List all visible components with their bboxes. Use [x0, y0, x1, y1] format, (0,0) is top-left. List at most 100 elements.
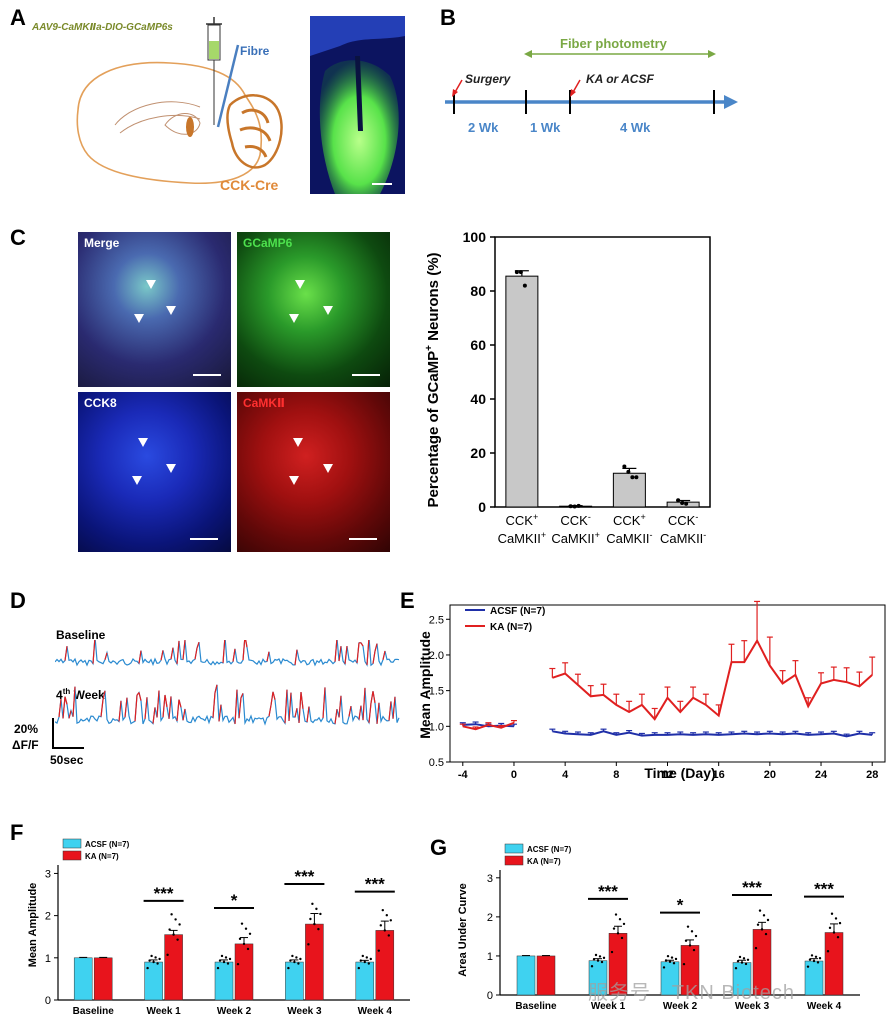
data-point — [222, 960, 226, 964]
chart-area-under-curve: 0 1 2 3 Baseline Week 1 *** Week 2 * Week 3 *** Wee… — [457, 843, 860, 1012]
data-point — [146, 966, 149, 970]
data-point — [369, 957, 372, 961]
scale-bar — [349, 538, 377, 540]
x-tick-label: Baseline — [73, 1006, 115, 1017]
data-point — [590, 965, 594, 968]
bar — [536, 955, 556, 996]
data-point — [287, 966, 290, 970]
data-point — [576, 503, 581, 508]
data-point — [518, 270, 523, 275]
data-point — [602, 956, 606, 960]
merge-label: Merge — [84, 236, 120, 250]
cell-arrow — [295, 280, 305, 289]
data-point — [666, 954, 670, 958]
data-point — [688, 944, 692, 947]
data-point — [818, 957, 822, 960]
legend-label: KA (N=7) — [85, 852, 119, 861]
data-point — [826, 950, 830, 953]
data-point — [152, 960, 155, 964]
y-tick-label: 60 — [470, 337, 486, 353]
x-tick-label: 28 — [866, 769, 878, 781]
data-point — [680, 500, 685, 505]
data-point — [810, 954, 814, 957]
data-point — [684, 939, 688, 942]
data-point — [248, 932, 252, 935]
significance-marker: *** — [814, 880, 834, 899]
x-tick-label: CCK- — [668, 512, 698, 528]
surgery-label: Surgery — [465, 72, 511, 86]
significance-marker: *** — [365, 875, 385, 894]
scale-y-label: 20% — [14, 722, 39, 736]
data-point — [289, 959, 292, 962]
data-point — [612, 927, 616, 930]
x-tick-label: 0 — [511, 769, 517, 781]
x-tick-label: Week 4 — [358, 1006, 393, 1017]
data-point — [170, 913, 173, 916]
chart-c-ylabel: Percentage of GCaMP+ Neurons (%) — [424, 252, 442, 507]
data-point — [238, 937, 242, 941]
data-point — [736, 959, 740, 963]
x-tick-label: CCK+ — [506, 512, 539, 528]
cell-arrow — [289, 314, 299, 323]
data-point — [220, 954, 224, 958]
series-line — [552, 730, 873, 738]
y-tick-label: 0 — [487, 990, 493, 1002]
significance-marker: *** — [294, 867, 314, 886]
x-tick-label: Week 3 — [735, 1001, 770, 1012]
significance-marker: * — [231, 891, 238, 910]
legend-swatch — [504, 843, 524, 854]
cell-arrow — [289, 476, 299, 485]
x-tick-label: CCK- — [560, 512, 590, 528]
photometry-traces — [55, 640, 400, 726]
panel-label-b: B — [440, 5, 456, 30]
data-point — [740, 961, 744, 964]
gcamp-micrograph: GCaMP6 — [237, 232, 390, 387]
data-point — [760, 928, 764, 931]
data-point — [682, 962, 686, 966]
data-point — [236, 962, 240, 966]
chart-g-ylabel: Area Under Curve — [457, 883, 469, 977]
data-point — [514, 270, 519, 275]
chart-c-frame — [494, 236, 711, 508]
data-point — [694, 934, 698, 938]
y-tick-label: 0 — [45, 995, 51, 1007]
data-point — [626, 469, 631, 474]
bar — [234, 943, 254, 1001]
data-point — [381, 908, 384, 912]
data-point — [166, 953, 169, 957]
trace-line — [55, 640, 400, 667]
legend-swatch — [62, 838, 82, 849]
data-point — [361, 954, 364, 958]
chart-mean-amplitude-time: 0.5 1.0 1.5 2.0 2.5 -4 0 4 8 12 16 20 24 28 ACSF (N=7)… — [417, 600, 886, 781]
panel-label-a: A — [10, 5, 26, 30]
x-tick-label: Week 3 — [287, 1006, 322, 1017]
legend-label: ACSF (N=7) — [85, 840, 130, 849]
x-tick-label: 16 — [713, 769, 725, 781]
data-point — [363, 960, 366, 964]
chart-f-ylabel: Mean Amplitude — [27, 883, 39, 968]
data-point — [618, 918, 622, 921]
y-tick-label: 1.0 — [429, 721, 444, 733]
bar — [516, 955, 536, 996]
data-point — [754, 946, 758, 950]
cell-arrow — [132, 476, 142, 485]
data-point — [758, 909, 762, 912]
cell-arrow — [146, 280, 156, 289]
data-point — [614, 913, 618, 916]
cell-arrow — [323, 464, 333, 473]
data-point — [315, 907, 318, 911]
data-point — [598, 955, 602, 958]
data-point — [672, 962, 676, 965]
data-point — [156, 962, 159, 965]
panel-label-e: E — [400, 588, 415, 613]
data-point — [806, 965, 810, 968]
cell-arrow — [166, 464, 176, 473]
baseline-label: Baseline — [56, 628, 106, 642]
significance-marker: *** — [742, 878, 762, 897]
data-point — [594, 953, 598, 957]
chart-e-ylabel: Mean Amplitude — [417, 631, 433, 739]
timeline-diagram — [445, 50, 738, 114]
scale-x-label: 50sec — [50, 753, 84, 767]
data-point — [224, 956, 228, 959]
data-point — [389, 919, 392, 922]
